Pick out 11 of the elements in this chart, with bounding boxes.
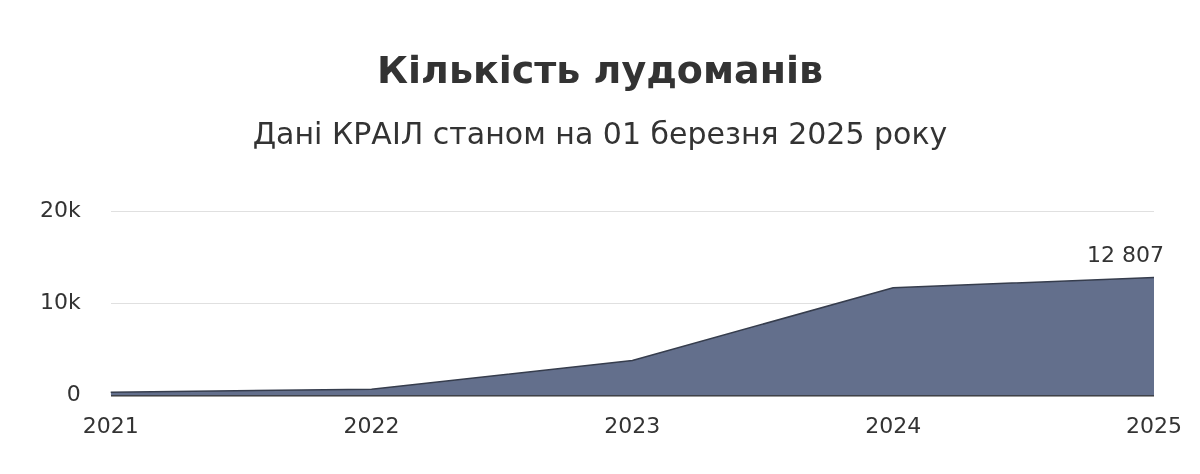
x-tick-label: 2023 [604,412,661,438]
x-tick-label: 2022 [343,412,400,438]
y-tick-label: 0 [66,381,81,407]
x-tick-label: 2024 [865,412,922,438]
y-tick-label: 10k [40,289,81,315]
chart-title: Кількість лудоманів [376,48,824,92]
data-label: 12 807 [1087,242,1165,268]
y-tick-label: 20k [40,196,81,222]
x-tick-label: 2025 [1126,412,1183,438]
chart-subtitle: Дані КРАІЛ станом на 01 березня 2025 року [251,116,949,151]
x-tick-label: 2021 [82,412,139,438]
